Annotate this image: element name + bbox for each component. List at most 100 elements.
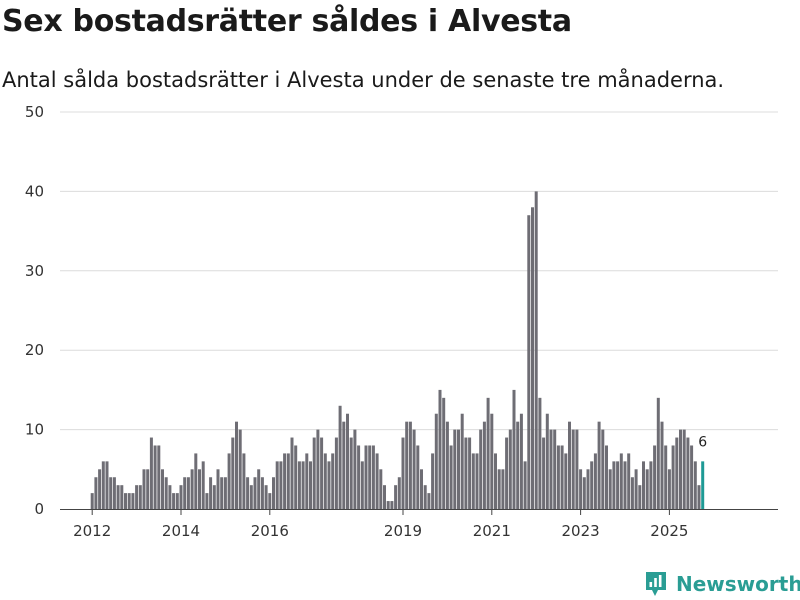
bar [279, 461, 283, 509]
bar [368, 445, 372, 509]
bar [323, 453, 327, 509]
bar [590, 461, 594, 509]
bar [153, 445, 157, 509]
bar [664, 445, 668, 509]
bar [220, 477, 224, 509]
bar [316, 429, 320, 509]
bar [383, 485, 386, 509]
bar [105, 461, 109, 509]
bar [460, 413, 464, 509]
bar [131, 493, 135, 509]
bar [457, 429, 460, 509]
y-tick-label: 50 [25, 103, 44, 121]
bar [445, 421, 449, 509]
bar [534, 191, 538, 509]
bar [608, 469, 612, 509]
bar [597, 421, 601, 509]
bar [542, 437, 546, 509]
bar [227, 453, 231, 509]
bar [309, 461, 312, 509]
bar [286, 453, 290, 509]
bar [601, 429, 605, 509]
bar [486, 397, 490, 509]
bar [667, 469, 671, 509]
x-tick-label: 2021 [473, 522, 511, 540]
bar [479, 429, 483, 509]
bar [98, 469, 102, 509]
bar [401, 437, 405, 509]
bar [538, 397, 542, 509]
x-tick-label: 2012 [73, 522, 111, 540]
bar [120, 485, 124, 509]
bar [157, 445, 161, 509]
bar [405, 421, 409, 509]
y-tick-label: 40 [25, 182, 44, 200]
bar [453, 429, 457, 509]
bar [242, 453, 246, 509]
bar [675, 437, 679, 509]
bar [320, 437, 324, 509]
bar [627, 453, 631, 509]
x-tick-label: 2014 [162, 522, 200, 540]
bar [216, 469, 220, 509]
x-tick-label: 2016 [251, 522, 289, 540]
bar [416, 445, 420, 509]
bar [501, 469, 505, 509]
bar [623, 461, 627, 509]
bar [671, 445, 675, 509]
brand-logo: Newsworthy [644, 568, 800, 600]
bar [364, 445, 368, 509]
bar [449, 445, 453, 509]
bar [686, 437, 690, 509]
bar [357, 445, 361, 509]
bar [645, 469, 649, 509]
bar [420, 469, 423, 509]
bar [198, 469, 201, 509]
bar [638, 485, 642, 509]
y-tick-label: 30 [25, 262, 44, 280]
bar [331, 453, 335, 509]
bar [616, 461, 620, 509]
bar [142, 469, 146, 509]
bar [116, 485, 120, 509]
bar [138, 485, 142, 509]
bar [593, 453, 597, 509]
bar [190, 469, 194, 509]
bar [412, 429, 416, 509]
bar [294, 445, 298, 509]
bar [186, 477, 190, 509]
bar [505, 437, 509, 509]
bar [342, 421, 346, 509]
bar [290, 437, 294, 509]
bar [283, 453, 287, 509]
bar [564, 453, 568, 509]
chart-title: Sex bostadsrätter såldes i Alvesta [2, 4, 572, 39]
bar [149, 437, 153, 509]
bar [427, 493, 431, 509]
chart-subtitle: Antal sålda bostadsrätter i Alvesta unde… [2, 68, 725, 92]
bar [586, 469, 590, 509]
bar [394, 485, 398, 509]
bars [90, 191, 705, 509]
bar-highlight [701, 461, 705, 509]
bar [693, 461, 697, 509]
bar [549, 429, 553, 509]
y-tick-label: 0 [34, 500, 44, 518]
bar [275, 461, 279, 509]
bar [697, 485, 701, 509]
bar [649, 461, 653, 509]
bar [146, 469, 150, 509]
bar [386, 501, 390, 509]
bar [490, 413, 494, 509]
bar [560, 445, 564, 509]
bar [397, 477, 401, 509]
bar [431, 453, 435, 509]
bar [94, 477, 98, 509]
bar [630, 477, 634, 509]
bar [634, 469, 638, 509]
bar [305, 453, 309, 509]
bar [101, 461, 105, 509]
bar [260, 477, 264, 509]
bar [127, 493, 131, 509]
